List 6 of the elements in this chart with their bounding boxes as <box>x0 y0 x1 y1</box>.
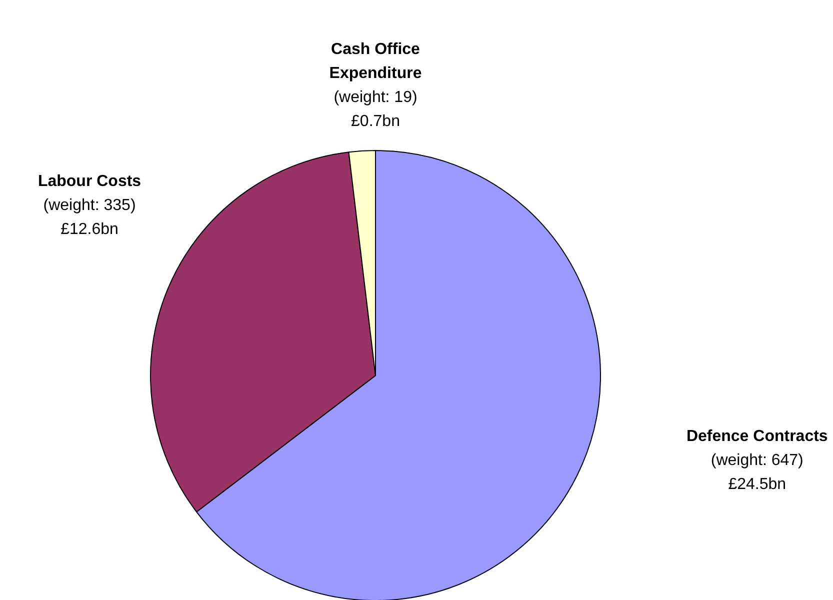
data-label: (weight: 647) £24.5bn <box>710 452 804 494</box>
slice-label: Labour Costs <box>38 173 142 190</box>
data-label: (weight: 335) £12.6bn <box>43 197 136 238</box>
slice-label: Defence Contracts <box>686 428 828 446</box>
slice-label: Cash Office Expenditure <box>329 41 422 82</box>
data-label: (weight: 19) £0.7bn <box>334 89 418 130</box>
